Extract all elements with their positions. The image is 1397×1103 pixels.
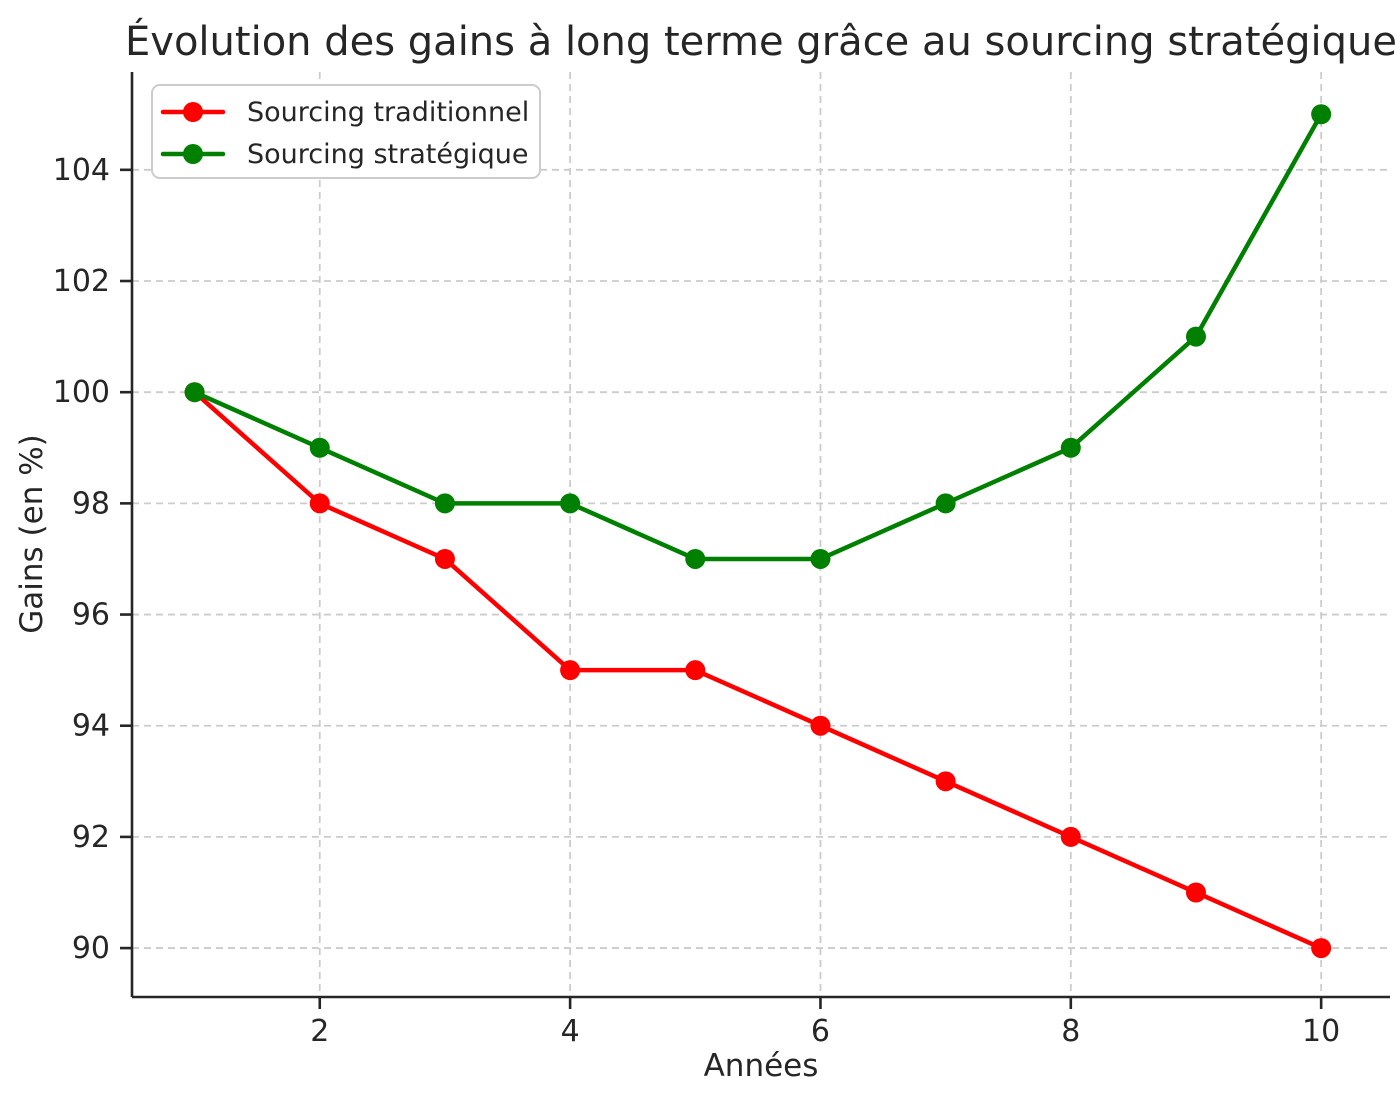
legend-frame [151,84,541,179]
legend-label: Sourcing traditionnel [247,97,529,128]
data-point-marker [685,660,706,681]
tick-labels: 2 4 6 8 10 90 92 94 96 98 100 102 104 [53,153,1341,1049]
x-tick-label: 10 [1302,1014,1340,1049]
data-point-marker [309,437,330,458]
data-point-marker [810,715,831,736]
x-axis-label: Années [704,1048,819,1084]
legend-marker-icon [183,144,203,164]
data-point-marker [434,548,455,569]
data-point-marker [935,493,956,514]
axes-spines [130,72,1390,999]
chart-title: Évolution des gains à long terme grâce a… [125,17,1397,65]
series-1 [184,104,1332,569]
series-line [192,389,1324,951]
x-tick-label: 2 [310,1014,329,1049]
data-point-marker [1311,104,1332,125]
legend-marker-icon [183,102,203,122]
x-tick-label: 6 [811,1014,830,1049]
legend-label: Sourcing stratégique [247,139,528,170]
gridlines [132,72,1390,997]
data-point-marker [1311,938,1332,959]
legend: Sourcing traditionnel Sourcing stratégiq… [151,84,541,179]
y-tick-label: 100 [53,375,110,410]
series-line [192,111,1324,562]
y-tick-label: 96 [72,598,110,633]
tick-marks [120,168,1323,1009]
y-tick-label: 104 [53,153,110,188]
y-axis-label: Gains (en %) [14,434,50,634]
x-tick-label: 8 [1061,1014,1080,1049]
data-point-marker [685,548,706,569]
y-tick-label: 90 [72,931,110,966]
y-tick-label: 92 [72,820,110,855]
data-point-marker [309,493,330,514]
y-tick-label: 102 [53,264,110,299]
data-point-marker [184,382,205,403]
data-point-marker [1185,882,1206,903]
data-series [184,104,1332,959]
data-point-marker [1060,437,1081,458]
y-tick-label: 94 [72,709,110,744]
legend-item-sourcing-traditionnel: Sourcing traditionnel [160,97,529,128]
y-tick-label: 98 [72,486,110,521]
data-point-marker [560,493,581,514]
series-0 [184,382,1332,959]
data-point-marker [935,771,956,792]
data-point-marker [560,660,581,681]
data-point-marker [1060,826,1081,847]
data-point-marker [434,493,455,514]
legend-item-sourcing-strategique: Sourcing stratégique [160,139,528,170]
data-point-marker [810,548,831,569]
data-point-marker [1185,326,1206,347]
x-tick-label: 4 [561,1014,580,1049]
